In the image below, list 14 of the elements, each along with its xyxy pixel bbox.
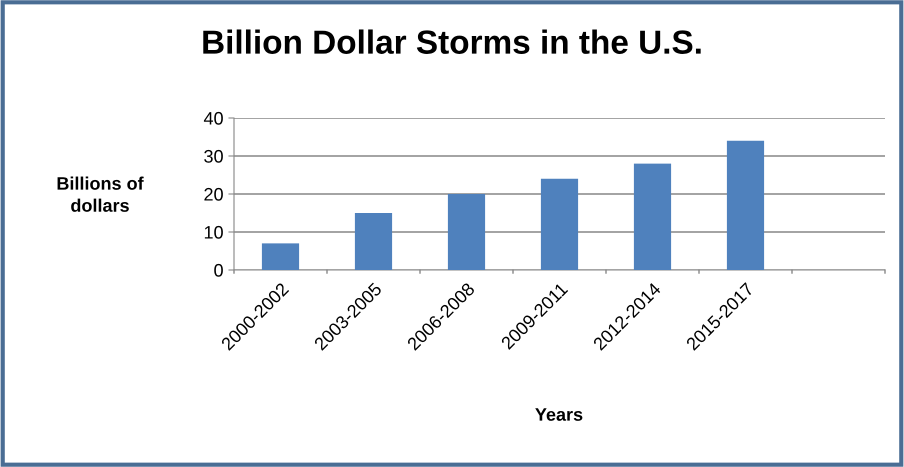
y-axis-title: Billions of dollars <box>58 176 144 212</box>
x-axis-title: Years <box>535 408 582 421</box>
y-tick-label: 40 <box>204 112 223 125</box>
bar <box>634 164 672 270</box>
bar <box>354 213 392 270</box>
y-tick-label: 0 <box>214 264 223 277</box>
bar <box>540 178 578 270</box>
bar <box>448 194 486 270</box>
y-tick-label: 30 <box>204 150 223 163</box>
bar <box>262 243 300 270</box>
y-tick-label: 20 <box>204 188 223 201</box>
chart-title: Billion Dollar Storms in the U.S. <box>203 29 701 54</box>
bar <box>726 140 764 270</box>
y-tick-label: 10 <box>204 226 223 239</box>
